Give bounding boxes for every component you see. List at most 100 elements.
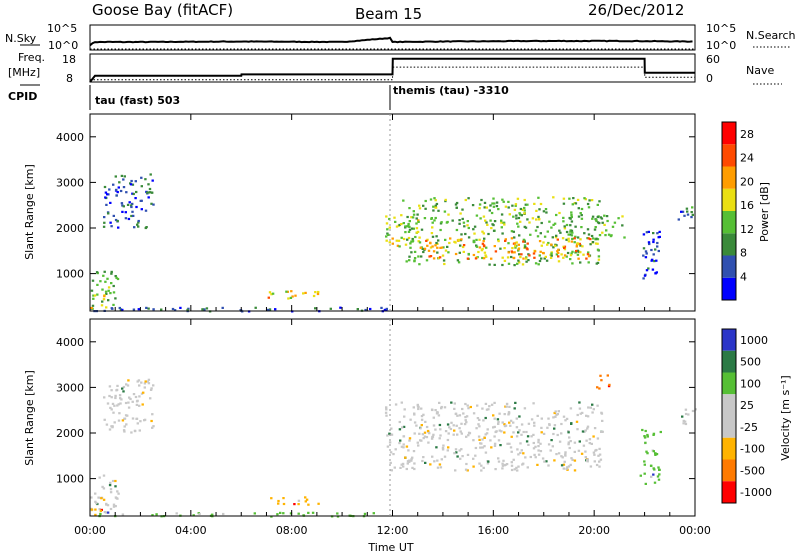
heatmap-cell (489, 439, 492, 442)
heatmap-cell (523, 212, 526, 215)
heatmap-cell (394, 448, 397, 451)
heatmap-cell (498, 429, 501, 432)
heatmap-cell (518, 234, 521, 237)
heatmap-cell (503, 223, 506, 226)
power-colorbar-label: Power [dB] (758, 182, 771, 242)
heatmap-cell (483, 206, 486, 209)
heatmap-cell (412, 227, 415, 230)
heatmap-cell (493, 220, 497, 223)
heatmap-cell (114, 396, 117, 400)
heatmap-cell (522, 257, 525, 260)
heatmap-cell (444, 249, 448, 252)
heatmap-cell (562, 415, 566, 418)
heatmap-cell (540, 257, 543, 260)
heatmap-cell (519, 442, 522, 445)
heatmap-cell (492, 197, 495, 200)
heatmap-cell (562, 463, 566, 466)
heatmap-cell (570, 240, 574, 243)
heatmap-cell (131, 417, 135, 420)
heatmap-cell (103, 270, 106, 273)
heatmap-cell (173, 309, 177, 312)
heatmap-cell (480, 469, 483, 472)
heatmap-cell (599, 216, 602, 219)
heatmap-cell (563, 227, 567, 230)
nsky-series-line (89, 36, 693, 47)
heatmap-cell (543, 257, 546, 260)
heatmap-cell (101, 288, 104, 291)
heatmap-cell (514, 401, 517, 404)
heatmap-cell (402, 435, 406, 438)
heatmap-cell (496, 418, 500, 421)
heatmap-cell (294, 294, 297, 297)
heatmap-cell (460, 448, 463, 451)
heatmap-cell (380, 306, 383, 309)
heatmap-cell (494, 468, 497, 471)
heatmap-cell (462, 221, 466, 224)
heatmap-cell (594, 226, 597, 229)
heatmap-cell (658, 468, 661, 471)
heatmap-cell (556, 413, 559, 416)
heatmap-cell (435, 241, 438, 245)
heatmap-cell (413, 421, 417, 424)
heatmap-cell (645, 269, 649, 272)
heatmap-cell (579, 238, 582, 241)
heatmap-cell (559, 231, 562, 234)
heatmap-cell (508, 442, 511, 445)
heatmap-cell (482, 232, 485, 235)
heatmap-cell (459, 430, 462, 433)
heatmap-cell (144, 178, 147, 181)
heatmap-cell (131, 202, 134, 205)
heatmap-cell (372, 512, 375, 515)
heatmap-cell (487, 408, 490, 411)
heatmap-cell (203, 308, 206, 311)
cpid-label-2: themis (tau) -3310 (393, 84, 509, 97)
heatmap-cell (103, 216, 106, 219)
heatmap-cell (124, 217, 128, 220)
velocity-heatmap (90, 374, 697, 518)
heatmap-cell (103, 295, 106, 298)
heatmap-cell (135, 417, 139, 420)
heatmap-cell (525, 257, 528, 260)
heatmap-cell (485, 221, 488, 224)
heatmap-cell (549, 256, 553, 259)
heatmap-cell (552, 416, 555, 419)
heatmap-cell (528, 254, 531, 257)
heatmap-cell (501, 464, 505, 467)
heatmap-cell (478, 462, 481, 465)
heatmap-cell (586, 202, 590, 206)
heatmap-cell (400, 236, 403, 239)
heatmap-cell (643, 463, 646, 466)
heatmap-cell (432, 433, 435, 436)
colorbar-swatch (722, 416, 736, 438)
heatmap-cell (423, 217, 427, 220)
noise-tick-right-bottom: 10^0 (706, 39, 736, 52)
heatmap-cell (112, 411, 115, 414)
heatmap-cell (405, 467, 408, 471)
heatmap-cell (539, 232, 542, 235)
colorbar-tick-label: 4 (740, 270, 747, 283)
heatmap-cell (492, 205, 496, 208)
heatmap-cell (417, 407, 420, 411)
heatmap-cell (442, 246, 445, 249)
heatmap-cell (402, 237, 406, 241)
heatmap-cell (564, 453, 567, 456)
heatmap-cell (416, 213, 419, 216)
heatmap-cell (277, 502, 280, 505)
heatmap-cell (110, 272, 113, 275)
heatmap-cell (562, 245, 565, 248)
heatmap-cell (684, 422, 688, 426)
heatmap-cell (560, 432, 563, 435)
heatmap-cell (426, 238, 429, 241)
heatmap-cell (427, 249, 431, 252)
heatmap-cell (584, 450, 587, 453)
heatmap-cell (423, 435, 427, 438)
heatmap-cell (114, 479, 117, 483)
heatmap-cell (429, 463, 432, 466)
heatmap-cell (454, 203, 458, 206)
heatmap-cell (596, 242, 599, 245)
heatmap-cell (429, 255, 433, 258)
heatmap-cell (596, 386, 599, 389)
heatmap-cell (555, 234, 558, 237)
heatmap-cell (588, 199, 591, 202)
heatmap-cell (113, 404, 116, 407)
